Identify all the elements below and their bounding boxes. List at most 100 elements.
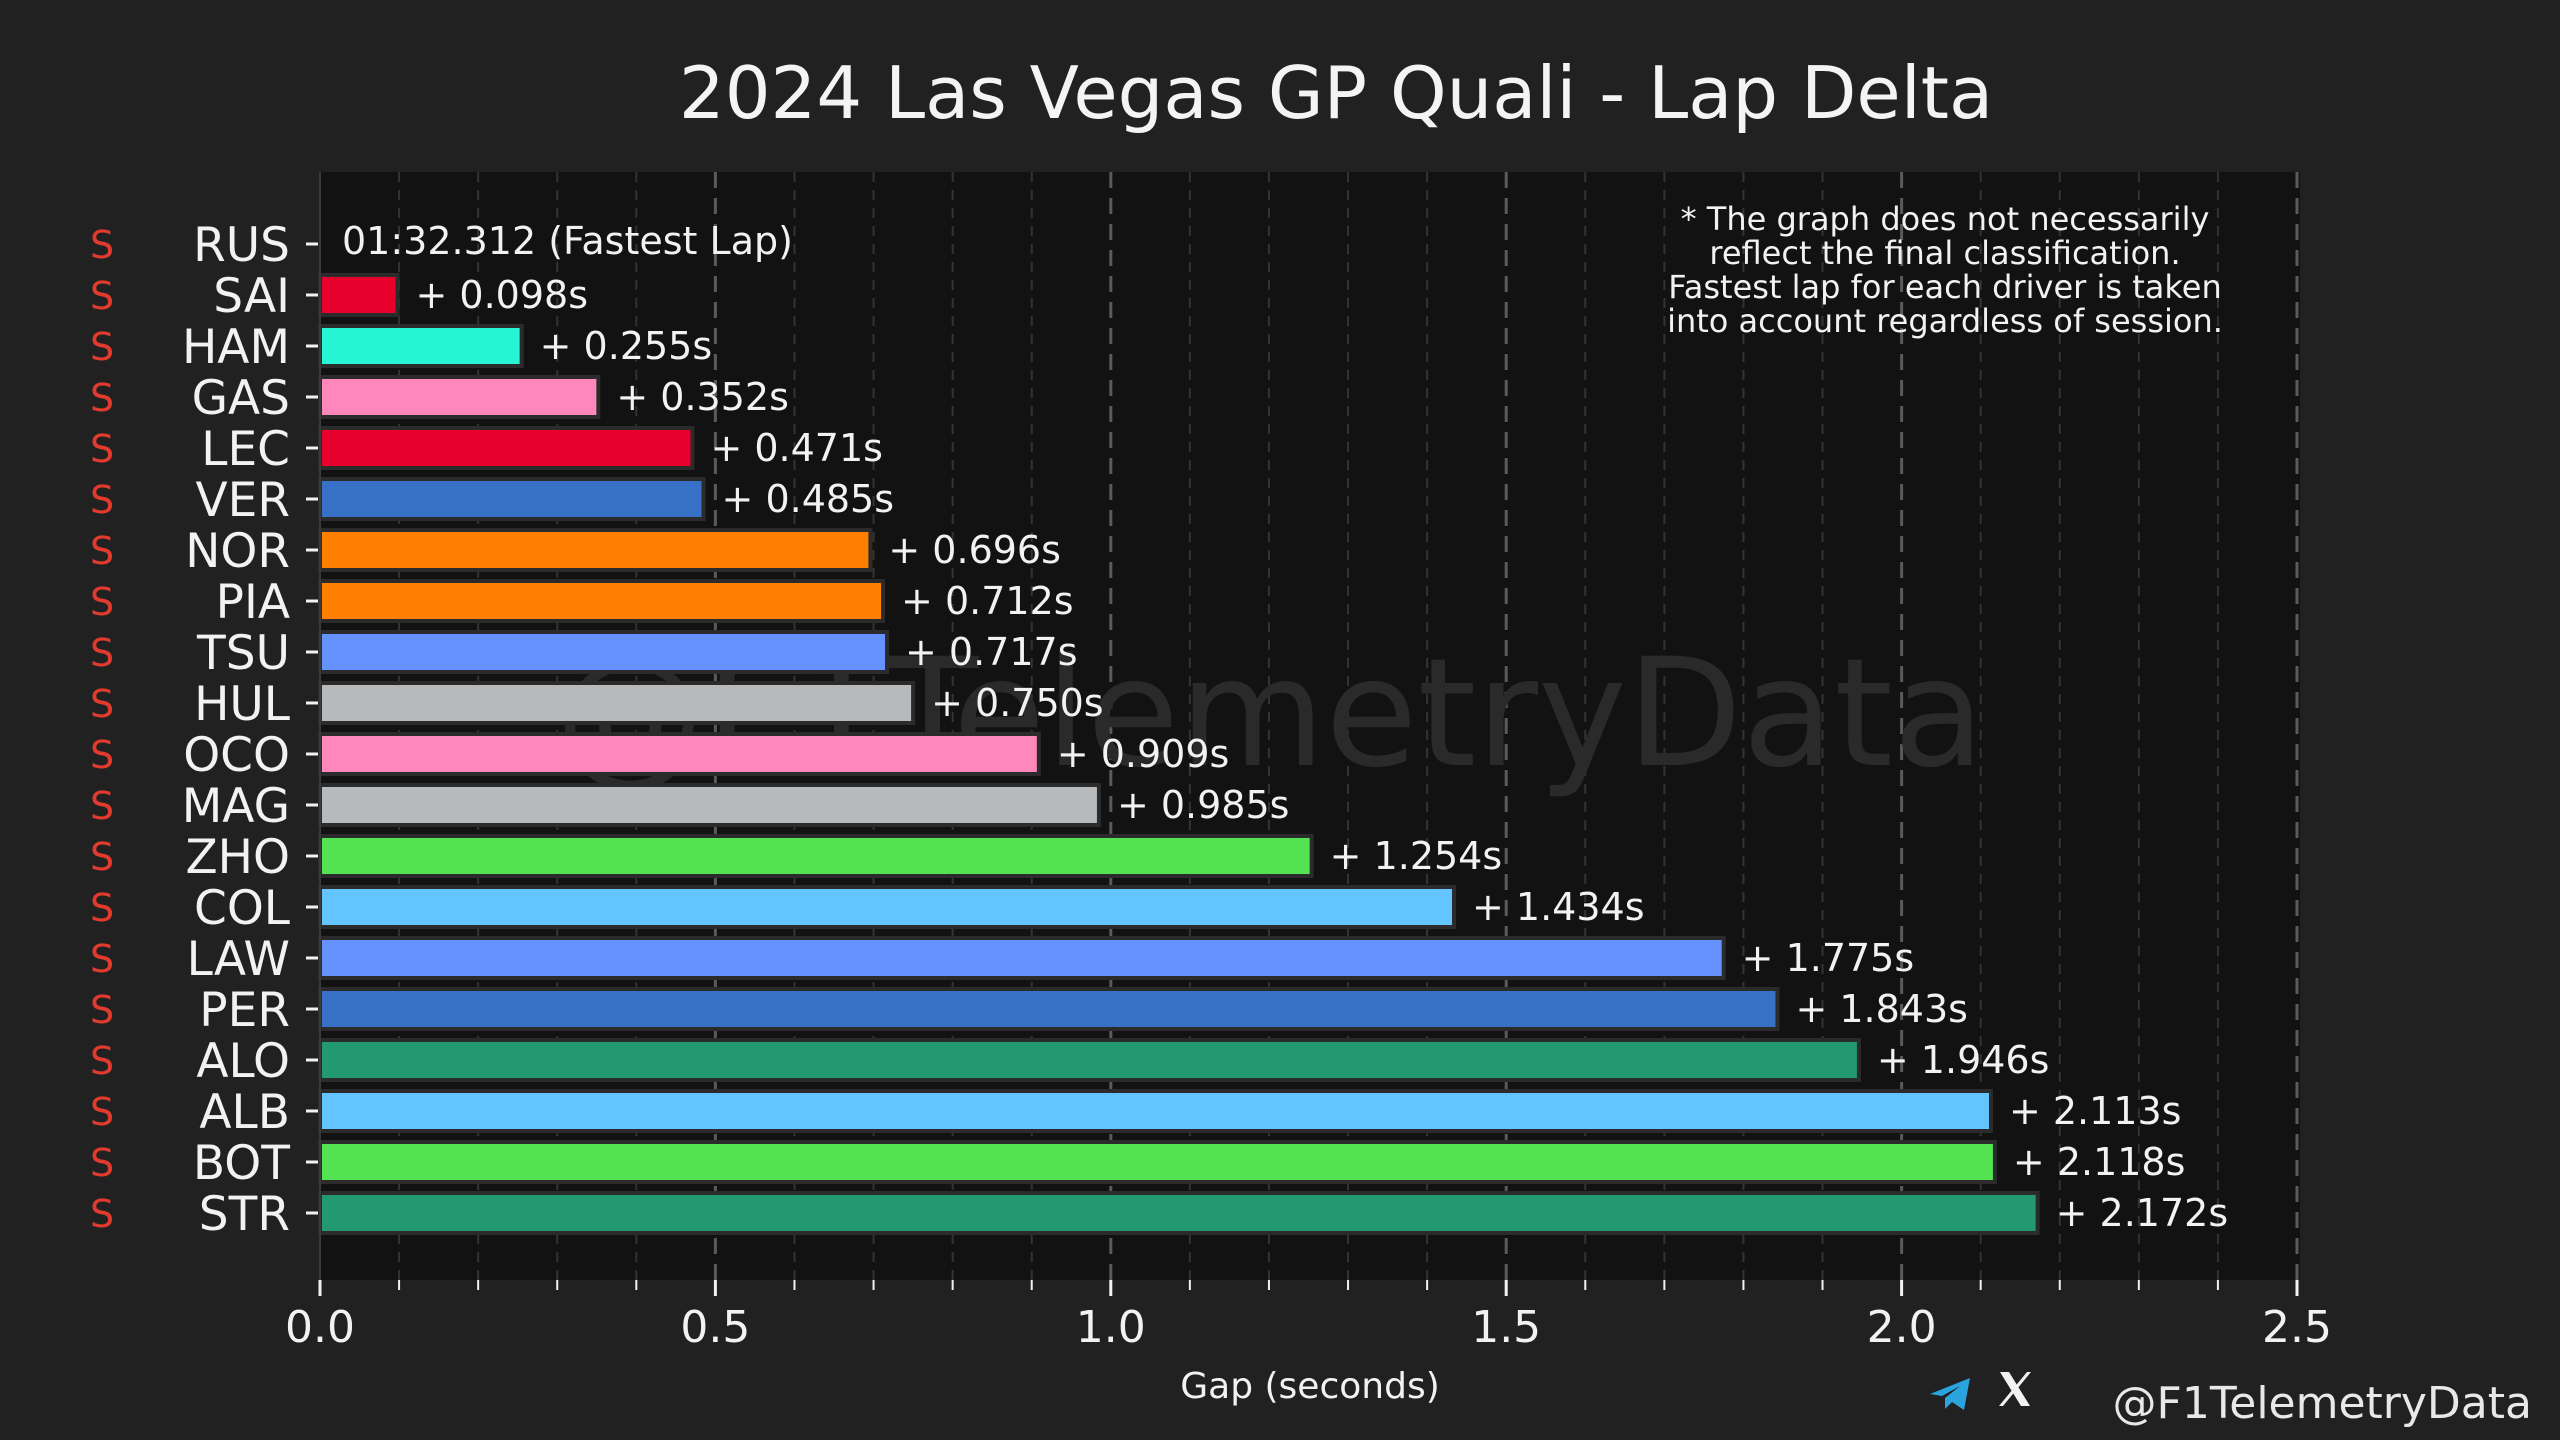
driver-label: COL [194,881,290,936]
bar-mag [318,783,1101,827]
value-label: + 1.254s [1330,834,1503,878]
bar-gas [318,375,601,419]
tyre-compound-label: S [90,1192,114,1236]
bar-oco [318,732,1041,776]
driver-label: STR [199,1187,290,1242]
value-label: + 2.172s [2056,1191,2229,1235]
value-label: + 1.434s [1472,885,1645,929]
driver-label: HUL [194,677,290,732]
tyre-compound-label: S [90,937,114,981]
bar-lec [318,426,695,470]
bar-ver [318,477,706,521]
value-label: + 2.113s [2009,1089,2182,1133]
x-tick-label: 2.0 [1867,1302,1937,1353]
driver-label: NOR [185,524,290,579]
x-tick-label: 1.5 [1471,1302,1541,1353]
social-handle: @F1TelemetryData [2113,1378,2532,1429]
value-label: + 1.946s [1877,1038,2050,1082]
bar-per [318,987,1780,1031]
note-line: Fastest lap for each driver is taken [1668,268,2221,306]
x-tick-label: 2.5 [2262,1302,2332,1353]
tyre-compound-label: S [90,835,114,879]
driver-label: SAI [213,269,290,324]
value-label: + 0.712s [901,579,1074,623]
bar-bot [318,1140,1997,1184]
tyre-compound-label: S [90,223,114,267]
bar-nor [318,528,873,572]
value-label: + 0.696s [888,528,1061,572]
tyre-compound-label: S [90,733,114,777]
bar-ham [318,324,524,368]
chart-title: 2024 Las Vegas GP Quali - Lap Delta [679,51,1993,135]
bar-pia [318,579,886,623]
value-label: + 2.118s [2013,1140,2186,1184]
x-tick-label: 1.0 [1076,1302,1146,1353]
driver-label: VER [195,473,290,528]
telegram-icon [1930,1378,1970,1410]
x-tick-label: 0.5 [680,1302,750,1353]
value-label: + 0.255s [540,324,713,368]
value-label: + 0.909s [1057,732,1230,776]
value-label: + 0.485s [722,477,895,521]
driver-label: HAM [182,320,290,375]
driver-label: PIA [216,575,290,630]
tyre-compound-label: S [90,1141,114,1185]
tyre-compound-label: S [90,631,114,675]
bar-tsu [318,630,890,674]
bar-law [318,936,1726,980]
note-line: * The graph does not necessarily [1681,200,2210,238]
tyre-compound-label: S [90,1090,114,1134]
tyre-compound-label: S [90,325,114,369]
driver-label: ALB [199,1085,290,1140]
tyre-compound-label: S [90,580,114,624]
tyre-compound-label: S [90,478,114,522]
bar-alb [318,1089,1993,1133]
driver-label: LAW [187,932,290,987]
driver-label: MAG [182,779,290,834]
tyre-compound-label: S [90,988,114,1032]
x-axis-label: Gap (seconds) [1180,1366,1440,1407]
driver-label: ZHO [185,830,290,885]
note-line: into account regardless of session. [1667,302,2223,340]
driver-label: PER [199,983,290,1038]
labels-group: RUS S SAI S + 0.098s HAM S + 0.255s GAS S + 0.352s… [90,218,2228,1242]
driver-label: OCO [183,728,290,783]
bar-str [318,1191,2040,1235]
bar-sai [318,273,400,317]
value-label: + 1.843s [1795,987,1968,1031]
value-label: + 1.775s [1742,936,1915,980]
driver-label: BOT [193,1136,290,1191]
tyre-compound-label: S [90,784,114,828]
note-box: * The graph does not necessarily reflect… [1667,200,2223,340]
bar-hul [318,681,916,725]
tyre-compound-label: S [90,427,114,471]
driver-label: GAS [192,371,290,426]
note-line: reflect the final classification. [1709,234,2180,272]
tyre-compound-label: S [90,886,114,930]
value-label: + 0.471s [710,426,883,470]
x-axis: 0.0 0.5 1.0 1.5 2.0 2.5 [285,172,2332,1353]
fastest-lap-label: 01:32.312 (Fastest Lap) [342,219,793,263]
value-label: + 0.750s [931,681,1104,725]
tyre-compound-label: S [90,376,114,420]
bar-alo [318,1038,1861,1082]
tyre-compound-label: S [90,529,114,573]
tyre-compound-label: S [90,1039,114,1083]
driver-label: TSU [196,626,290,681]
x-tick-label: 0.0 [285,1302,355,1353]
value-label: + 0.717s [905,630,1078,674]
bars-group [318,273,2040,1235]
tyre-compound-label: S [90,274,114,318]
bar-col [318,885,1457,929]
driver-label: ALO [196,1034,290,1089]
value-label: + 0.985s [1117,783,1290,827]
driver-label: LEC [201,422,290,477]
x-icon [1999,1372,2031,1406]
bar-zho [318,834,1314,878]
value-label: + 0.098s [415,273,588,317]
value-label: + 0.352s [616,375,789,419]
tyre-compound-label: S [90,682,114,726]
social-footer: @F1TelemetryData [1930,1372,2532,1429]
driver-label: RUS [193,218,290,273]
